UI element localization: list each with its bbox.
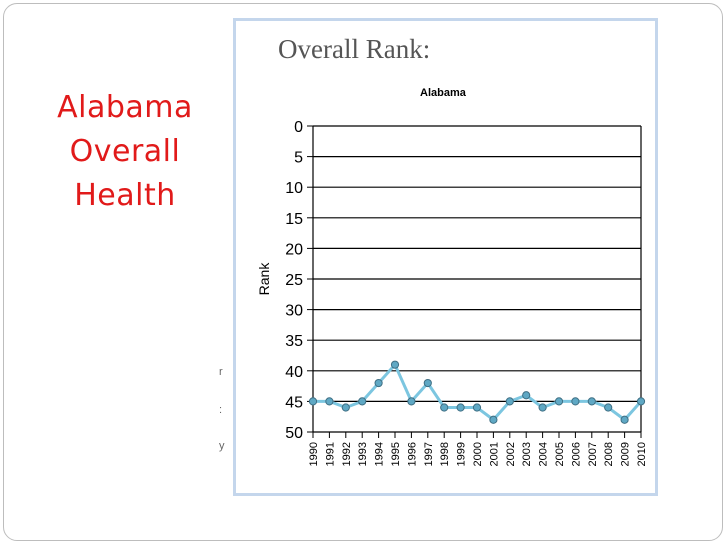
data-point-2000 (472, 403, 482, 412)
x-tick-label-3: 1993 (357, 442, 369, 466)
y-tick-label-9: 45 (285, 394, 303, 411)
data-point-1999 (456, 403, 465, 412)
x-tick-label-18: 2008 (603, 442, 615, 466)
slide-title-line-1: Alabama (57, 90, 193, 125)
data-point-1993 (358, 397, 367, 406)
slide-title: Alabama Overall Health (40, 86, 210, 218)
x-tick-label-2: 1992 (341, 442, 353, 466)
x-tick-label-8: 1998 (439, 442, 451, 466)
data-point-1991 (325, 397, 334, 406)
chart-heading: Overall Rank: (278, 34, 431, 64)
data-point-1998 (440, 403, 449, 412)
x-tick-label-16: 2006 (570, 442, 582, 466)
slide-title-line-3: Health (74, 178, 176, 213)
x-tick-label-9: 1999 (456, 442, 468, 466)
x-tick-label-17: 2007 (587, 442, 599, 466)
y-tick-label-6: 30 (285, 303, 303, 320)
data-point-2009 (620, 415, 629, 424)
y-axis-label: Rank (256, 262, 272, 296)
edge-fragment-2: : (219, 404, 223, 416)
x-tick-label-10: 2000 (472, 442, 484, 466)
data-point-2001 (489, 415, 498, 424)
chart-frame (233, 18, 658, 496)
y-tick-label-8: 40 (285, 364, 303, 381)
x-tick-label-7: 1997 (423, 442, 435, 466)
x-tick-label-5: 1995 (390, 442, 402, 466)
data-point-2008 (604, 403, 613, 412)
x-tick-label-19: 2009 (620, 442, 632, 466)
y-tick-label-0: 0 (294, 119, 303, 136)
y-tick-label-2: 10 (285, 180, 303, 197)
y-tick-label-1: 5 (294, 150, 303, 167)
x-tick-label-20: 2010 (636, 442, 648, 466)
data-point-2010 (636, 397, 646, 406)
x-tick-label-4: 1994 (374, 442, 386, 466)
x-tick-label-11: 2001 (488, 442, 500, 466)
y-tick-label-3: 15 (285, 211, 303, 228)
slide-title-line-2: Overall (69, 134, 181, 169)
x-tick-label-14: 2004 (538, 442, 550, 466)
data-point-2002 (505, 397, 514, 406)
data-point-1997 (423, 378, 432, 388)
data-point-1995 (390, 360, 400, 369)
data-point-1994 (374, 378, 383, 388)
data-point-2006 (571, 397, 580, 406)
data-point-2004 (538, 403, 547, 412)
x-tick-label-13: 2003 (521, 442, 533, 466)
edge-fragment-1: r (219, 366, 223, 378)
x-tick-label-6: 1996 (406, 442, 418, 466)
data-point-2003 (522, 391, 531, 400)
y-tick-label-4: 20 (285, 241, 303, 258)
y-tick-label-7: 35 (285, 333, 303, 350)
x-tick-label-0: 1990 (308, 442, 320, 466)
edge-fragment-3: y (219, 440, 225, 452)
data-point-2007 (587, 397, 596, 406)
x-tick-label-12: 2002 (505, 442, 517, 466)
y-tick-label-5: 25 (285, 272, 303, 289)
y-tick-label-10: 50 (285, 425, 303, 442)
data-point-1990 (308, 397, 318, 406)
data-point-1992 (341, 403, 350, 412)
data-point-1996 (407, 397, 416, 406)
x-tick-label-1: 1991 (324, 442, 336, 466)
x-tick-label-15: 2005 (554, 442, 566, 466)
data-point-2005 (554, 397, 564, 406)
chart-title: Alabama (420, 87, 466, 99)
